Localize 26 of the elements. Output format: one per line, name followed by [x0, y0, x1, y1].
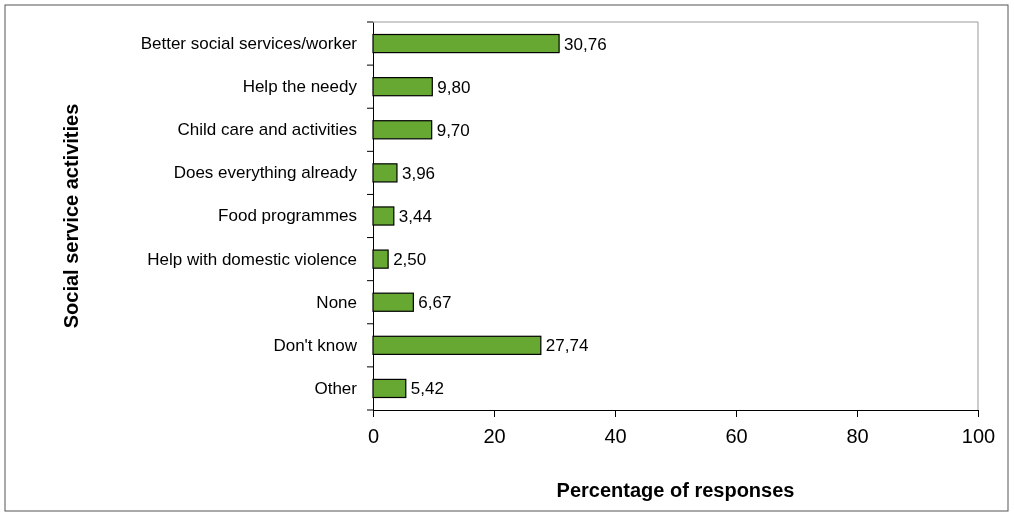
- data-label: 2,50: [393, 250, 427, 270]
- y-tick-label: Does everything already: [173, 163, 358, 183]
- y-tick-label: Better social services/worker: [140, 34, 358, 53]
- data-label: 30,76: [564, 34, 607, 54]
- data-label: 5,42: [410, 379, 444, 399]
- y-tick-label: None: [316, 292, 357, 312]
- data-label: 3,96: [401, 163, 436, 183]
- data-label: 9,80: [437, 77, 471, 97]
- y-tick-label: Don't know: [273, 335, 358, 355]
- x-tick-label: 80: [846, 425, 869, 448]
- x-tick-label: 0: [367, 425, 380, 448]
- y-tick-label: Child care and activities: [177, 120, 357, 140]
- data-label: 6,67: [418, 293, 452, 313]
- y-axis-title: Social service activities: [60, 103, 82, 329]
- x-tick-label: 20: [483, 425, 506, 448]
- data-label: 9,70: [436, 120, 470, 140]
- y-tick-label: Help the needy: [242, 77, 358, 97]
- x-tick-label: 60: [725, 425, 748, 448]
- x-axis-title: Percentage of responses: [556, 479, 795, 501]
- y-tick-label: Other: [314, 378, 358, 398]
- data-label: 27,74: [545, 336, 589, 356]
- x-tick-label: 40: [604, 425, 627, 448]
- data-label: 3,44: [398, 206, 432, 226]
- y-tick-label: Help with domestic violence: [147, 249, 357, 269]
- x-tick-label: 100: [961, 425, 996, 448]
- y-tick-label: Food programmes: [218, 206, 357, 226]
